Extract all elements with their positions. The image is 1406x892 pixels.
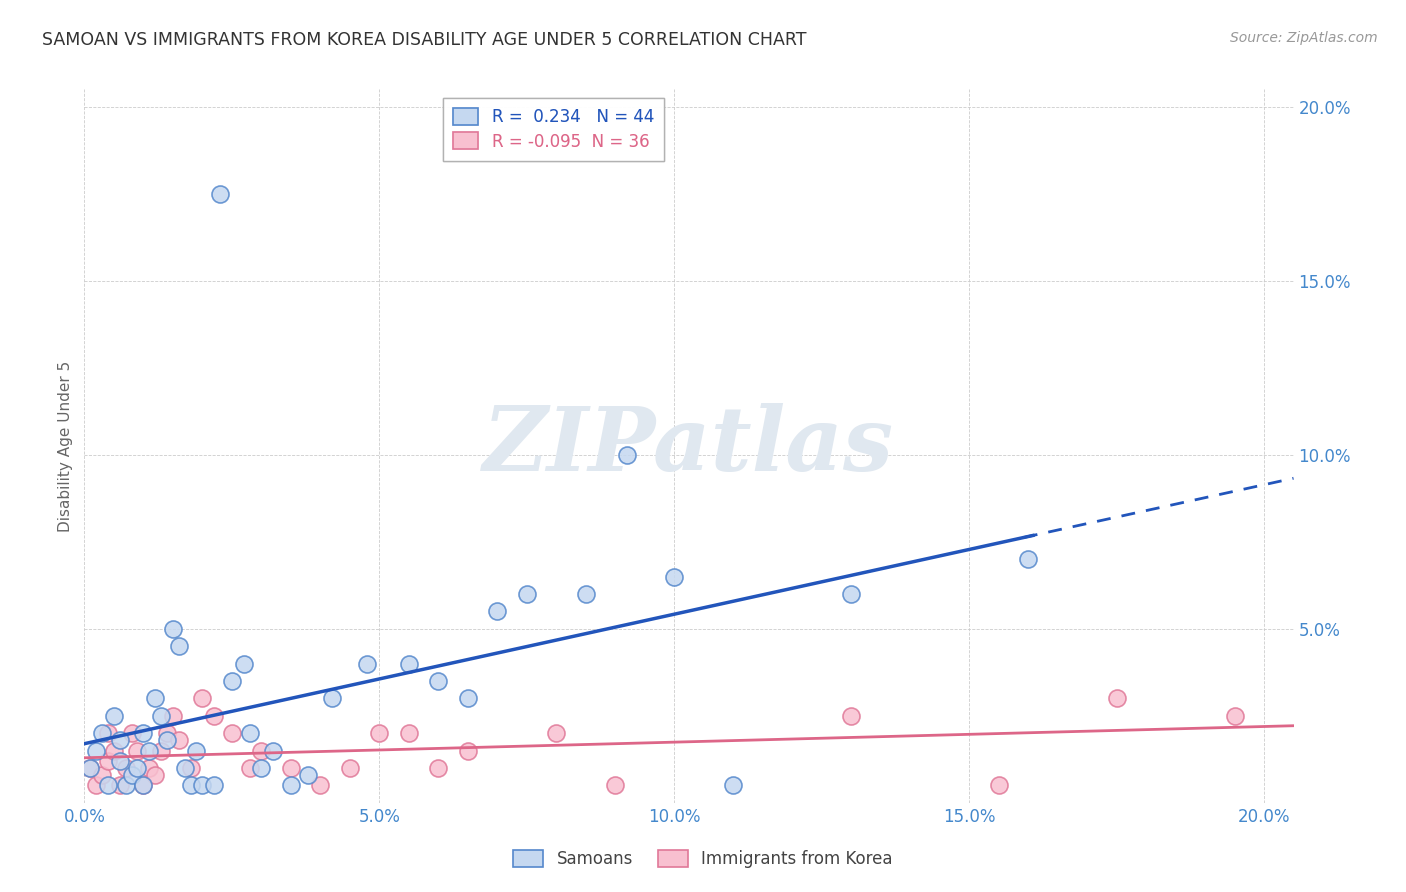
Point [191, 778, 214, 792]
Point [103, 708, 125, 723]
Legend: R =  0.234   N = 44, R = -0.095  N = 36: R = 0.234 N = 44, R = -0.095 N = 36 [443, 97, 664, 161]
Point [91, 768, 114, 782]
Point [202, 708, 225, 723]
Point [97, 754, 120, 768]
Point [127, 761, 149, 775]
Point [143, 768, 166, 782]
Point [180, 761, 202, 775]
Point [546, 726, 568, 740]
Point [79, 761, 101, 775]
Point [132, 778, 155, 792]
Point [108, 733, 131, 747]
Legend: Samoans, Immigrants from Korea: Samoans, Immigrants from Korea [506, 843, 900, 875]
Point [232, 657, 254, 671]
Point [162, 622, 184, 636]
Text: Source: ZipAtlas.com: Source: ZipAtlas.com [1230, 31, 1378, 45]
Point [664, 569, 686, 583]
Point [191, 691, 214, 706]
Point [339, 761, 361, 775]
Point [280, 761, 302, 775]
Point [457, 743, 479, 757]
Point [486, 604, 509, 618]
Point [180, 778, 202, 792]
Point [150, 743, 173, 757]
Point [97, 726, 120, 740]
Point [839, 587, 862, 601]
Point [173, 761, 195, 775]
Point [167, 733, 190, 747]
Point [427, 761, 450, 775]
Point [457, 691, 479, 706]
Point [108, 754, 131, 768]
Point [368, 726, 391, 740]
Point [1105, 691, 1128, 706]
Text: SAMOAN VS IMMIGRANTS FROM KOREA DISABILITY AGE UNDER 5 CORRELATION CHART: SAMOAN VS IMMIGRANTS FROM KOREA DISABILI… [42, 31, 807, 49]
Point [138, 761, 160, 775]
Point [605, 778, 627, 792]
Point [114, 778, 136, 792]
Point [221, 673, 243, 688]
Point [132, 726, 155, 740]
Point [250, 761, 273, 775]
Point [309, 778, 332, 792]
Point [516, 587, 538, 601]
Point [167, 639, 190, 653]
Point [575, 587, 598, 601]
Point [84, 778, 107, 792]
Point [321, 691, 343, 706]
Point [250, 743, 273, 757]
Point [79, 761, 101, 775]
Point [1223, 708, 1246, 723]
Point [121, 768, 143, 782]
Point [398, 657, 420, 671]
Point [987, 778, 1010, 792]
Point [186, 743, 208, 757]
Point [108, 778, 131, 792]
Point [97, 778, 120, 792]
Point [262, 743, 284, 757]
Point [721, 778, 744, 792]
Point [238, 761, 260, 775]
Point [398, 726, 420, 740]
Point [156, 726, 179, 740]
Point [84, 743, 107, 757]
Point [238, 726, 260, 740]
Point [114, 761, 136, 775]
Point [208, 186, 231, 201]
Point [132, 778, 155, 792]
Point [150, 708, 173, 723]
Point [103, 743, 125, 757]
Point [280, 778, 302, 792]
Point [162, 708, 184, 723]
Point [143, 691, 166, 706]
Point [91, 726, 114, 740]
Point [221, 726, 243, 740]
Point [297, 768, 319, 782]
Point [356, 657, 378, 671]
Point [138, 743, 160, 757]
Point [121, 726, 143, 740]
Point [1017, 552, 1039, 566]
Point [427, 673, 450, 688]
Point [616, 448, 638, 462]
Point [202, 778, 225, 792]
Point [839, 708, 862, 723]
Point [127, 743, 149, 757]
Point [156, 733, 179, 747]
Y-axis label: Disability Age Under 5: Disability Age Under 5 [58, 360, 73, 532]
Text: ZIPatlas: ZIPatlas [484, 403, 894, 489]
